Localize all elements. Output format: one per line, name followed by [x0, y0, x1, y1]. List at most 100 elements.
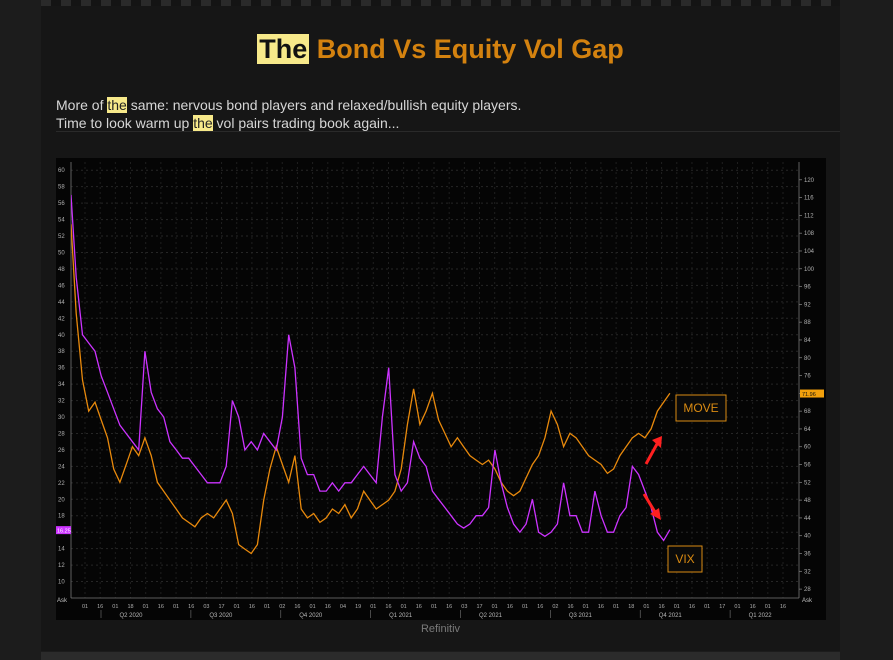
- left-tick-label: 42: [58, 316, 65, 322]
- x-tick-label: 01: [431, 604, 437, 610]
- right-unit-label: Ask: [802, 598, 813, 604]
- x-tick-label: 19: [355, 604, 361, 610]
- left-tick-label: 48: [58, 267, 65, 273]
- left-tick-label: 10: [58, 580, 65, 586]
- x-tick-label: 01: [613, 604, 619, 610]
- quarter-label: Q1 2021: [389, 613, 413, 619]
- x-axis: 01 16 01 18 01 16 01 16 03 17 01 16 01 02 16 01 16 04 19 01…: [71, 597, 799, 619]
- series-lines: [71, 194, 671, 555]
- quarter-label: Q4 2021: [659, 613, 683, 619]
- right-tick-label: 100: [804, 267, 815, 273]
- left-tick-label: 58: [58, 185, 65, 191]
- quarter-label: Q1 2022: [749, 613, 773, 619]
- x-tick-label: 16: [507, 604, 513, 610]
- x-tick-label: 16: [249, 604, 255, 610]
- x-tick-label: 16: [659, 604, 665, 610]
- left-tick-label: 52: [58, 234, 65, 240]
- x-tick-label: 01: [143, 604, 149, 610]
- right-tick-label: 40: [804, 534, 811, 540]
- right-tick-label: 48: [804, 498, 811, 504]
- desc-highlight: the: [193, 115, 213, 131]
- left-tick-label: 32: [58, 399, 65, 405]
- right-tick-label: 56: [804, 463, 811, 469]
- x-tick-label: 04: [340, 604, 346, 610]
- x-tick-label: 01: [522, 604, 528, 610]
- desc-text: More of: [56, 97, 108, 113]
- x-tick-label: 16: [325, 604, 331, 610]
- x-tick-label: 16: [568, 604, 574, 610]
- x-tick-label: 17: [219, 604, 225, 610]
- x-tick-label: 01: [492, 604, 498, 610]
- right-current-label: 71.96: [802, 392, 816, 398]
- right-tick-label: 80: [804, 356, 811, 362]
- x-tick-label: 01: [82, 604, 88, 610]
- right-tick-label: 108: [804, 231, 815, 237]
- up-arrow-shaft: [644, 443, 659, 465]
- description: More of the same: nervous bond players a…: [56, 96, 521, 132]
- left-tick-label: 24: [58, 464, 65, 470]
- x-tick-label: 01: [704, 604, 710, 610]
- right-tick-label: 88: [804, 320, 811, 326]
- up-arrow-head: [652, 436, 662, 448]
- left-tick-label: 28: [58, 431, 65, 437]
- x-tick-label: 01: [583, 604, 589, 610]
- description-line-1: More of the same: nervous bond players a…: [56, 96, 521, 114]
- left-current-label: 16.25: [57, 529, 71, 535]
- x-tick-label: 17: [476, 604, 482, 610]
- x-tick-label: 01: [734, 604, 740, 610]
- x-tick-label: 01: [264, 604, 270, 610]
- series-line-move: [71, 224, 671, 555]
- right-tick-label: 92: [804, 302, 811, 308]
- x-tick-label: 03: [461, 604, 467, 610]
- vix-label-box: [667, 545, 703, 573]
- quarter-label: Q3 2020: [209, 613, 233, 619]
- right-axis: 2832364044485256606468727680848892961001…: [798, 162, 824, 604]
- left-tick-label: 50: [58, 250, 65, 256]
- left-tick-label: 54: [58, 218, 65, 224]
- down-arrow-shaft: [642, 493, 657, 513]
- title-text: Bond Vs Equity Vol Gap: [309, 34, 624, 64]
- left-tick-label: 34: [58, 382, 65, 388]
- x-tick-label: 01: [674, 604, 680, 610]
- left-tick-label: 38: [58, 349, 65, 355]
- x-tick-label: 01: [643, 604, 649, 610]
- left-tick-label: 20: [58, 497, 65, 503]
- x-tick-label: 16: [294, 604, 300, 610]
- x-tick-label: 01: [310, 604, 316, 610]
- left-tick-label: 22: [58, 481, 65, 487]
- title-highlight: The: [257, 34, 310, 64]
- article-panel: The Bond Vs Equity Vol Gap More of the s…: [41, 6, 840, 651]
- x-tick-label: 01: [173, 604, 179, 610]
- right-tick-label: 84: [804, 338, 811, 344]
- left-tick-label: 56: [58, 201, 65, 207]
- left-current-badge: [56, 526, 71, 535]
- bottom-border-strip: [41, 652, 840, 660]
- x-tick-label: 02: [279, 604, 285, 610]
- x-tick-label: 16: [97, 604, 103, 610]
- x-tick-label: 01: [112, 604, 118, 610]
- move-label-box: [675, 394, 727, 422]
- x-tick-label: 18: [628, 604, 634, 610]
- down-arrow-head: [650, 508, 661, 520]
- quarter-label: Q2 2020: [119, 613, 143, 619]
- desc-text: vol pairs trading book again...: [212, 115, 400, 131]
- chart-background: [56, 158, 826, 620]
- right-tick-label: 104: [804, 249, 815, 255]
- x-tick-label: 01: [765, 604, 771, 610]
- left-tick-label: 36: [58, 366, 65, 372]
- x-tick-label: 16: [158, 604, 164, 610]
- x-tick-label: 16: [689, 604, 695, 610]
- x-tick-label: 16: [537, 604, 543, 610]
- right-tick-label: 28: [804, 587, 811, 593]
- left-tick-label: 30: [58, 415, 65, 421]
- left-tick-label: 12: [58, 563, 65, 569]
- series-line-vix: [71, 194, 671, 542]
- vol-gap-chart: 10 12 14 16 18 20 22 24 26 28 30 32 34 36 38 40 42 44 46 48…: [56, 158, 826, 620]
- left-tick-label: 18: [58, 514, 65, 520]
- x-tick-label: 16: [416, 604, 422, 610]
- page-title: The Bond Vs Equity Vol Gap: [41, 34, 840, 65]
- right-tick-label: 112: [804, 213, 814, 219]
- left-tick-label: 46: [58, 283, 65, 289]
- x-tick-label: 16: [188, 604, 194, 610]
- desc-text: same: nervous bond players and relaxed/b…: [126, 97, 522, 113]
